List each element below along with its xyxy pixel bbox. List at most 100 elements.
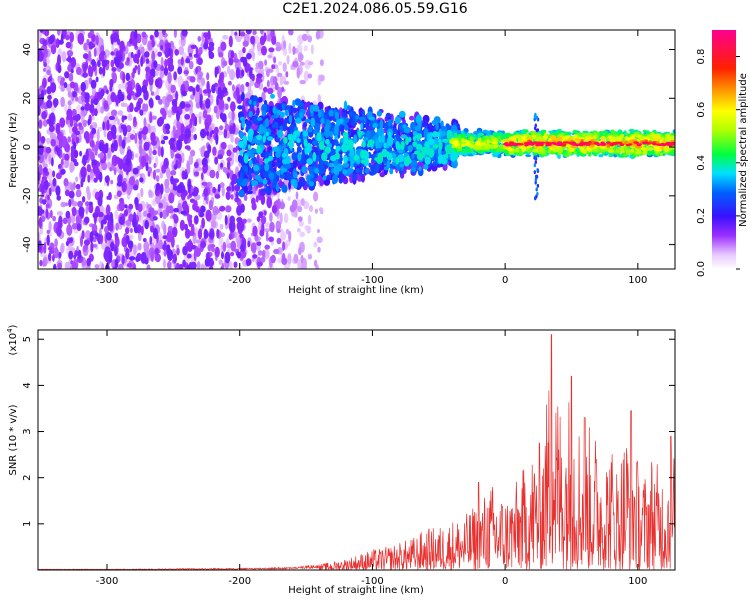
spectrogram-cell <box>180 123 185 133</box>
spectrogram-cell <box>66 224 73 236</box>
spectrogram-cell <box>297 227 301 233</box>
spectrogram-cell <box>252 254 258 259</box>
spectrogram-cell <box>132 263 137 269</box>
spectrogram-cell <box>210 244 215 248</box>
spectrogram-cell <box>329 162 335 168</box>
spectrogram-cell <box>205 122 209 131</box>
spectrogram-cell <box>334 135 338 140</box>
spectrogram-cell <box>294 98 302 106</box>
spectrogram-cell <box>247 240 251 248</box>
spectrogram-cell <box>197 228 203 240</box>
spectrogram-cell <box>343 100 348 111</box>
spectrogram-cell <box>70 260 74 265</box>
spectrogram-cell <box>361 109 366 118</box>
spectrogram-cell <box>94 123 98 128</box>
spectrogram-cell <box>149 236 153 245</box>
spectrogram-cell <box>60 33 64 43</box>
spectrogram-cell <box>602 130 608 134</box>
spectrogram-cell <box>69 161 74 173</box>
spectrogram-cell <box>75 96 79 102</box>
spectrogram-cell <box>203 188 209 197</box>
spectrogram-cell <box>114 57 120 68</box>
spectrogram-cell <box>162 244 167 251</box>
spectrogram-cell <box>160 139 166 145</box>
spectrogram-cell <box>319 178 324 187</box>
spectrogram-cell <box>314 167 319 174</box>
spectrogram-cell <box>150 132 156 143</box>
spectrogram-cell <box>170 137 176 142</box>
spectrogram-cell <box>273 248 280 255</box>
spectrogram-cell <box>181 30 188 37</box>
spectrogram-cell <box>97 195 103 207</box>
spectrogram-cell <box>119 40 125 52</box>
spectrogram-cell <box>268 236 274 243</box>
spectrogram-cell <box>235 191 239 200</box>
spectrogram-cell <box>243 194 248 201</box>
spectrogram-cell <box>60 201 66 208</box>
spectrogram-cell <box>186 253 192 259</box>
spectrogram-cell <box>150 91 155 96</box>
spectrogram-cell <box>41 111 47 120</box>
spectrogram-cell <box>101 50 106 56</box>
spectrogram-cell <box>451 152 456 156</box>
spectrogram-cell <box>197 71 203 81</box>
spectrogram-cell <box>86 185 90 195</box>
spectrogram-cell <box>193 133 198 141</box>
spectrogram-cell <box>256 216 261 222</box>
spectrogram-cell <box>215 208 220 214</box>
spectrogram-cell <box>203 32 209 39</box>
spectrogram-cell <box>171 98 178 107</box>
spectrogram-cell <box>150 225 154 233</box>
spectrogram-cell <box>343 146 348 152</box>
spectrogram-cell <box>274 82 279 91</box>
spectrogram-cell <box>89 103 95 113</box>
spectrogram-cell <box>415 114 422 124</box>
spectrogram-cell <box>236 95 243 104</box>
spectrogram-cell <box>83 131 90 141</box>
spectrogram-cell <box>203 196 208 201</box>
spectrogram-cell <box>214 66 218 78</box>
spectrogram-cell <box>173 30 177 38</box>
spectrogram-cell <box>114 258 119 269</box>
spectrogram-cell <box>176 244 180 249</box>
spectrogram-cell <box>180 56 184 66</box>
spectrogram-cell <box>176 139 182 151</box>
spectrogram-cell <box>77 200 83 208</box>
spectrogram-cell <box>379 119 384 130</box>
spectrogram-cell <box>220 41 227 51</box>
spectrogram-cell <box>44 179 49 191</box>
spectrogram-cell <box>297 152 302 162</box>
spectrogram-cell <box>358 116 365 121</box>
spectrogram-cell <box>482 129 488 133</box>
spectrogram-cell <box>173 207 180 213</box>
spectrogram-cell <box>195 84 200 92</box>
spectrogram-cell <box>306 101 311 107</box>
spectrogram-cell <box>89 139 95 148</box>
spectrogram-cell <box>245 81 250 87</box>
spectrogram-cell <box>125 136 132 143</box>
spectrogram-cell <box>93 47 97 58</box>
spectrogram-cell <box>283 80 290 85</box>
spectrogram-cell <box>170 150 174 159</box>
spectrogram-cell <box>74 130 81 136</box>
spectrogram-cell <box>292 46 296 55</box>
spectrogram-cell <box>243 109 248 119</box>
spectrogram-cell <box>212 186 217 194</box>
spectrogram-cell <box>303 138 308 147</box>
spectrogram-cell <box>144 51 150 58</box>
spectrogram-cell <box>63 82 68 89</box>
spectrogram-cell <box>79 150 83 157</box>
spectrogram-cell <box>273 121 279 128</box>
spectrogram-cell <box>78 122 82 128</box>
spectrogram-cell <box>319 209 324 215</box>
spectrogram-cell <box>110 92 117 103</box>
spectrogram-cell <box>240 203 245 213</box>
spectrogram-cell <box>405 158 410 163</box>
spectrogram-cell <box>48 154 52 165</box>
spectrogram-cell <box>41 199 47 205</box>
spectrogram-cell <box>347 139 354 150</box>
spectrogram-cell <box>480 132 484 136</box>
spectrogram-cell <box>417 161 423 169</box>
spectrogram-cell <box>317 246 321 253</box>
